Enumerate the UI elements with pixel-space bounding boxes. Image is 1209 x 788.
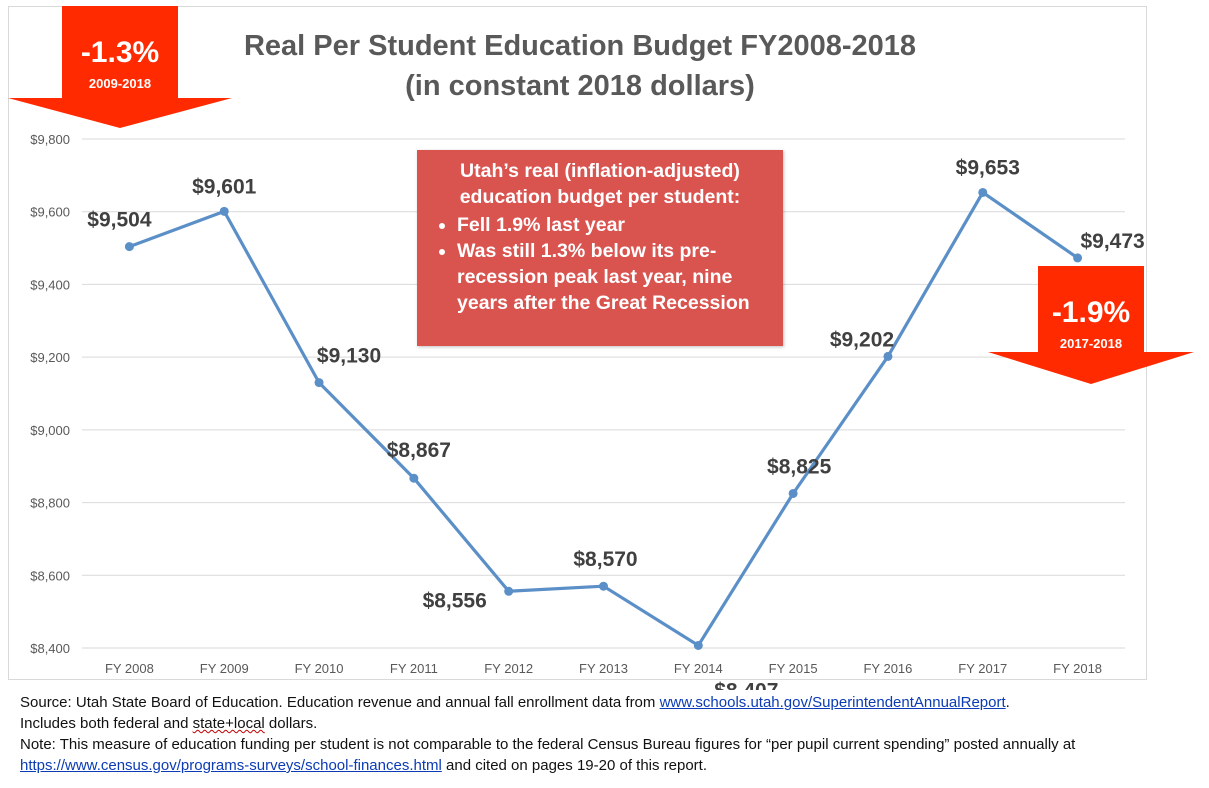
y-axis-ticks: $8,400 $8,600 $8,800 $9,000 $9,200 $9,400 $9,6… xyxy=(30,132,70,656)
data-points xyxy=(124,187,1083,650)
down-arrow-icon xyxy=(8,6,232,128)
data-label: $9,601 xyxy=(192,175,257,198)
data-label: $8,407 xyxy=(714,679,778,690)
data-point xyxy=(788,488,798,498)
data-point xyxy=(693,640,703,650)
y-tick-label: $9,200 xyxy=(30,350,70,365)
data-label: $9,473 xyxy=(1080,230,1144,253)
data-point xyxy=(409,473,419,483)
x-tick-label: FY 2014 xyxy=(674,661,723,676)
note-text: Note: This measure of education funding … xyxy=(20,736,1076,753)
data-point xyxy=(314,378,324,388)
source-text-misspelled: state+local xyxy=(192,715,265,732)
y-tick-label: $8,400 xyxy=(30,641,70,656)
callout-box: Utah’s real (inflation-adjusted) educati… xyxy=(417,150,783,346)
source-text: Source: Utah State Board of Education. E… xyxy=(20,694,660,711)
x-tick-label: FY 2018 xyxy=(1053,661,1102,676)
note-paragraph: Note: This measure of education funding … xyxy=(20,734,1200,776)
data-label: $8,556 xyxy=(423,589,487,612)
chart-title-line-2: (in constant 2018 dollars) xyxy=(405,70,755,102)
right-arrow-percent: -1.9% xyxy=(1051,296,1131,329)
data-label: $9,653 xyxy=(956,156,1020,179)
data-point xyxy=(504,586,514,596)
data-label: $8,867 xyxy=(387,439,451,462)
x-tick-label: FY 2017 xyxy=(958,661,1007,676)
data-labels: $9,504 $9,601 $9,130 $8,867 $8,556 $8,570 $8,4… xyxy=(87,156,1144,690)
data-point xyxy=(599,581,608,591)
x-tick-label: FY 2009 xyxy=(200,661,249,676)
y-tick-label: $9,400 xyxy=(30,277,70,292)
data-point xyxy=(219,206,229,216)
source-notes: Source: Utah State Board of Education. E… xyxy=(20,692,1200,776)
callout-bullet: Was still 1.3% below its pre-recession p… xyxy=(457,238,769,316)
x-tick-label: FY 2013 xyxy=(579,661,628,676)
left-down-arrow: -1.3% 2009-2018 xyxy=(6,6,234,130)
x-tick-label: FY 2015 xyxy=(769,661,818,676)
source-text-end: . xyxy=(1005,694,1010,711)
data-point xyxy=(978,187,988,197)
y-tick-label: $9,000 xyxy=(30,423,70,438)
x-tick-label: FY 2008 xyxy=(105,661,154,676)
x-tick-label: FY 2010 xyxy=(295,661,344,676)
x-axis-ticks: FY 2008 FY 2009 FY 2010 FY 2011 FY 2012 FY 20… xyxy=(105,661,1102,676)
down-arrow-icon xyxy=(988,266,1194,384)
line-chart: $8,400 $8,600 $8,800 $9,000 $9,200 $9,400 $9,6… xyxy=(30,132,1144,690)
data-point xyxy=(124,242,134,252)
data-label: $9,202 xyxy=(830,328,894,351)
x-tick-label: FY 2016 xyxy=(863,661,912,676)
x-tick-label: FY 2011 xyxy=(390,661,438,676)
source-text: Includes both federal and xyxy=(20,715,193,732)
y-tick-label: $9,600 xyxy=(30,205,70,220)
source-link[interactable]: www.schools.utah.gov/SuperintendentAnnua… xyxy=(659,694,1006,711)
right-down-arrow: -1.9% 2017-2018 xyxy=(986,266,1196,386)
data-point xyxy=(883,351,893,361)
y-tick-label: $8,800 xyxy=(30,496,70,511)
source-line-2: Includes both federal and state+local do… xyxy=(20,713,1200,734)
x-tick-label: FY 2012 xyxy=(484,661,533,676)
left-arrow-percent: -1.3% xyxy=(80,36,160,69)
chart-title-line-1: Real Per Student Education Budget FY2008… xyxy=(243,30,916,62)
callout-intro: Utah’s real (inflation-adjusted) educati… xyxy=(459,160,741,208)
left-arrow-range: 2009-2018 xyxy=(88,76,152,91)
note-text-end: and cited on pages 19-20 of this report. xyxy=(441,757,708,774)
note-link[interactable]: https://www.census.gov/programs-surveys/… xyxy=(20,757,442,774)
source-text-end: dollars. xyxy=(264,715,318,732)
data-label: $9,504 xyxy=(87,209,152,232)
data-label: $8,570 xyxy=(573,548,637,571)
callout-bullets: Fell 1.9% last year Was still 1.3% below… xyxy=(431,212,769,316)
y-tick-label: $9,800 xyxy=(30,132,70,147)
data-label: $9,130 xyxy=(317,345,381,368)
data-point xyxy=(1073,253,1083,263)
source-line-1: Source: Utah State Board of Education. E… xyxy=(20,692,1200,713)
y-tick-label: $8,600 xyxy=(30,568,70,583)
callout-bullet: Fell 1.9% last year xyxy=(457,212,769,238)
right-arrow-range: 2017-2018 xyxy=(1059,336,1123,351)
data-label: $8,825 xyxy=(767,455,832,478)
